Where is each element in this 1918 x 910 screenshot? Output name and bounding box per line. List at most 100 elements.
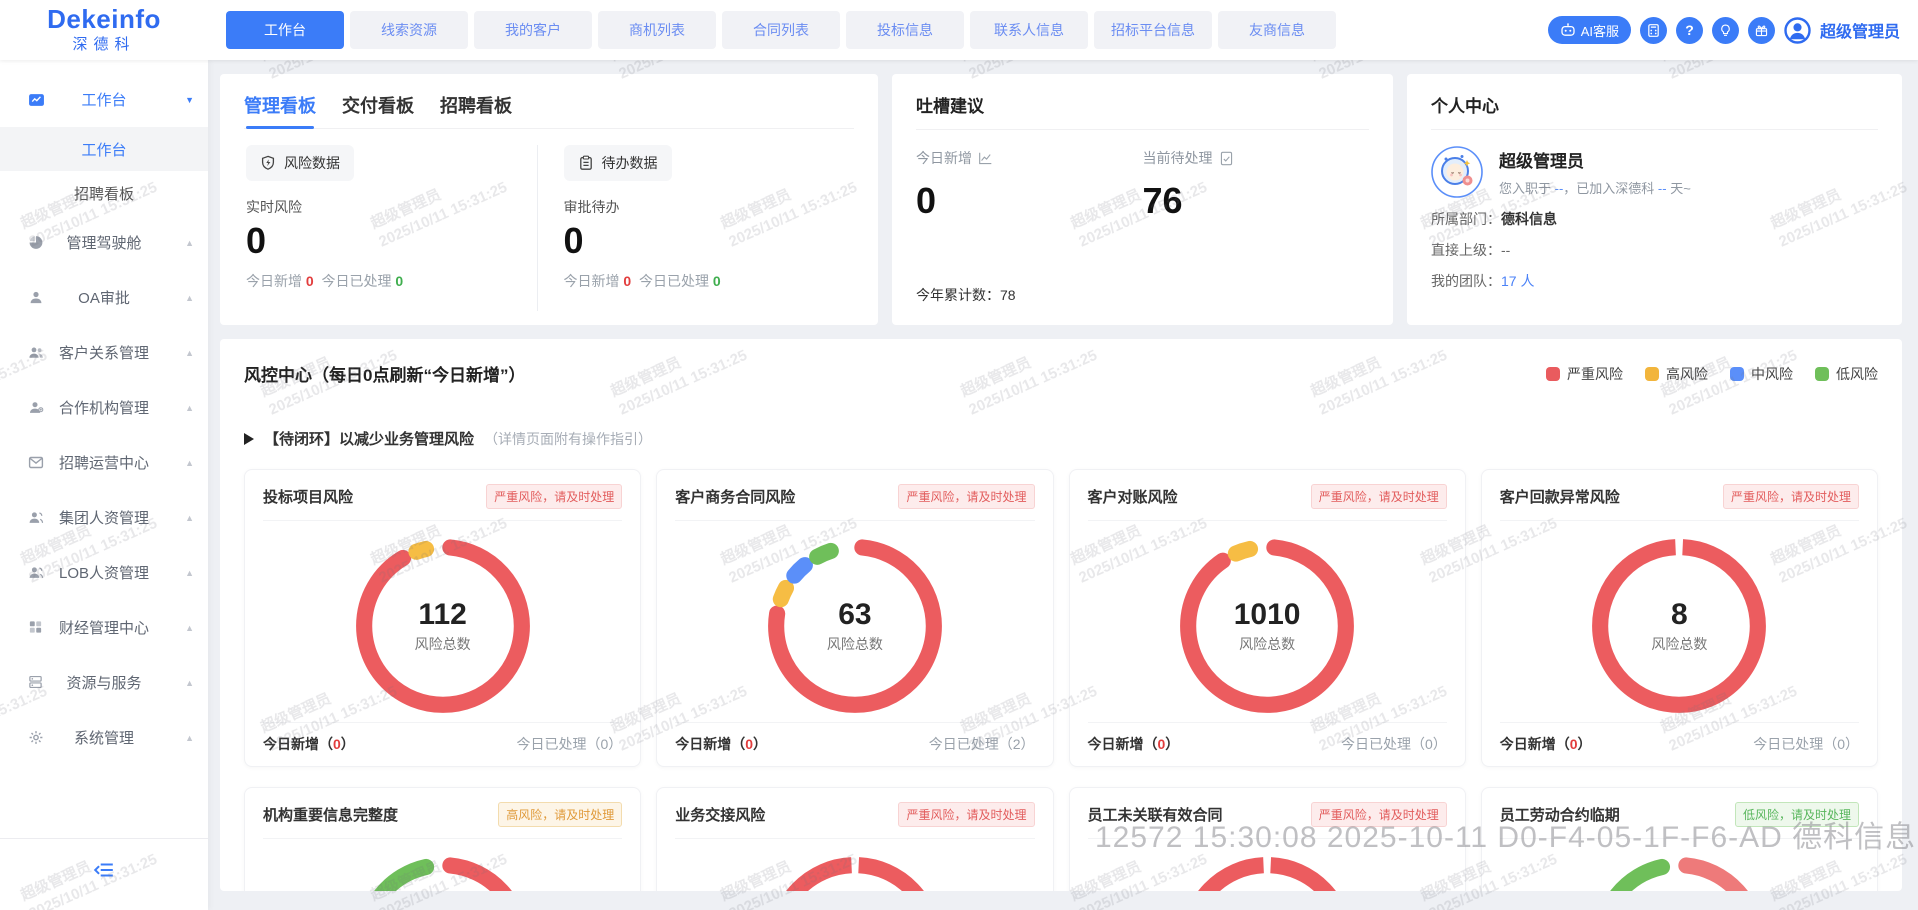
sidebar-group-label: 客户关系管理 [58, 345, 149, 362]
profile-title: 个人中心 [1431, 92, 1878, 130]
risk-donut-chart [767, 857, 942, 891]
nav-tab[interactable]: 合同列表 [722, 11, 840, 49]
caret-up-icon: ▲ [185, 457, 194, 468]
sidebar-group-label: 资源与服务 [66, 675, 142, 692]
sidebar-group-OA审批[interactable]: OA审批 ▲ [0, 270, 208, 325]
nav-tab[interactable]: 招标平台信息 [1094, 11, 1212, 49]
caret-up-icon: ▲ [185, 622, 194, 633]
today-new-count: 今日新增（0） [675, 736, 768, 752]
profile-greeting: 您入职于 --，已加入深德科 -- 天~ [1499, 181, 1691, 196]
risk-card-客户对账风险[interactable]: 客户对账风险 严重风险，请及时处理 1010 风险总数 今日新增（0） 今日已处理（0） [1068, 469, 1466, 767]
nav-tab[interactable]: 友商信息 [1218, 11, 1336, 49]
app-logo[interactable]: Dekeinfo 深德科 [0, 6, 208, 54]
board-tab[interactable]: 管理看板 [244, 92, 316, 129]
today-new-value: 0 [623, 273, 632, 289]
sidebar-item-工作台[interactable]: 工作台 [0, 127, 208, 171]
risk-card-footer: 今日新增（0） 今日已处理（2） [675, 722, 1035, 754]
note-bold: 【待闭环】以减少业务管理风险 [264, 431, 475, 448]
board-tab[interactable]: 招聘看板 [440, 96, 512, 116]
nav-tab[interactable]: 投标信息 [846, 11, 964, 49]
nav-tab[interactable]: 线索资源 [350, 11, 468, 49]
risk-level-badge: 严重风险，请及时处理 [1310, 484, 1447, 509]
board-tab[interactable]: 交付看板 [342, 96, 414, 116]
sidebar-group-管理驾驶舱[interactable]: 管理驾驶舱 ▲ [0, 215, 208, 270]
shield-icon [260, 155, 276, 171]
risk-total-value: 8 [1671, 597, 1688, 631]
sidebar-group-label: 集团人资管理 [58, 510, 149, 527]
legend-item: 中风险 [1730, 364, 1793, 384]
sidebar-group-客户关系管理[interactable]: 客户关系管理 ▲ [0, 325, 208, 380]
sidebar-group-资源与服务[interactable]: 资源与服务 ▲ [0, 655, 208, 710]
nav-tab[interactable]: 联系人信息 [970, 11, 1088, 49]
today-new-count: 今日新增（0） [1499, 736, 1592, 752]
team-label: 我的团队： [1431, 273, 1501, 289]
legend-color-swatch [1815, 366, 1829, 381]
risk-card-投标项目风险[interactable]: 投标项目风险 严重风险，请及时处理 112 风险总数 今日新增（0） 今日已处理（0） [244, 469, 642, 767]
profile-department-row: 所属部门：德科信息 [1431, 209, 1878, 229]
nav-tab[interactable]: 工作台 [226, 11, 344, 49]
sidebar-group-招聘运营中心[interactable]: 招聘运营中心 ▲ [0, 435, 208, 490]
risk-card-header: 机构重要信息完整度 高风险，请及时处理 [263, 802, 623, 839]
sidebar-group-系统管理[interactable]: 系统管理 ▲ [0, 710, 208, 765]
sidebar-group-工作台[interactable]: 工作台 ▼ [0, 72, 208, 127]
risk-level-badge: 高风险，请及时处理 [498, 802, 623, 827]
main-content: 管理看板 交付看板 招聘看板 风险数据 实时风险 0 今日新增 [208, 60, 1918, 910]
risk-card-客户回款异常风险[interactable]: 客户回款异常风险 严重风险，请及时处理 8 风险总数 今日新增（0） 今日已处理（0） [1480, 469, 1878, 767]
risk-level-badge: 严重风险，请及时处理 [898, 802, 1035, 827]
risk-card-员工劳动合约临期[interactable]: 员工劳动合约临期 低风险，请及时处理 [1480, 787, 1878, 891]
sidebar-group-LOB人资管理[interactable]: LOB人资管理 ▲ [0, 545, 208, 600]
sidebar-group-label: 合作机构管理 [58, 400, 149, 417]
risk-donut-chart [1592, 539, 1767, 713]
risk-donut: 1010 风险总数 [1172, 531, 1362, 721]
caret-up-icon: ▲ [185, 237, 194, 248]
board-tabs: 管理看板 交付看板 招聘看板 [244, 92, 854, 129]
ai-service-button[interactable]: AI客服 [1547, 16, 1631, 44]
sidebar-menu: 工作台 ▼ 工作台 招聘看板 管理驾驶舱 ▲ OA审批 ▲ 客户关系管理 ▲ 合作机构管理 ▲ 招聘运营… [0, 72, 208, 765]
sidebar-item-招聘看板[interactable]: 招聘看板 [0, 171, 208, 215]
server-icon [28, 674, 45, 691]
nav-tab[interactable]: 我的客户 [474, 11, 592, 49]
sidebar-group-集团人资管理[interactable]: 集团人资管理 ▲ [0, 490, 208, 545]
sidebar-group-财经管理中心[interactable]: 财经管理中心 ▲ [0, 600, 208, 655]
risk-card-业务交接风险[interactable]: 业务交接风险 严重风险，请及时处理 [656, 787, 1054, 891]
nav-tab[interactable]: 商机列表 [598, 11, 716, 49]
caret-up-icon: ▲ [185, 677, 194, 688]
sidebar-group-合作机构管理[interactable]: 合作机构管理 ▲ [0, 380, 208, 435]
profile-supervisor-row: 直接上级：-- [1431, 240, 1878, 260]
calculator-icon[interactable] [1639, 16, 1667, 44]
risk-card-员工未关联有效合同[interactable]: 员工未关联有效合同 严重风险，请及时处理 [1068, 787, 1466, 891]
feedback-total-value: 78 [1000, 287, 1016, 303]
help-icon[interactable]: ? [1675, 16, 1703, 44]
sidebar-group-label: 管理驾驶舱 [66, 235, 142, 252]
user-avatar-icon[interactable] [1784, 16, 1811, 44]
sidebar-group-label: 工作台 [81, 92, 127, 109]
risk-card-header: 业务交接风险 严重风险，请及时处理 [675, 802, 1035, 839]
profile-avatar[interactable] [1431, 146, 1483, 198]
risk-donut-chart [767, 539, 942, 713]
risk-card-title: 员工劳动合约临期 [1499, 807, 1620, 824]
risk-cards-row1: 投标项目风险 严重风险，请及时处理 112 风险总数 今日新增（0） 今日已处理（0） 客户… [244, 469, 1878, 767]
sidebar-collapse-button[interactable] [0, 838, 208, 910]
risk-total-label: 风险总数 [826, 635, 883, 652]
gift-icon[interactable] [1747, 16, 1775, 44]
risk-donut [1172, 849, 1362, 891]
user-name[interactable]: 超级管理员 [1819, 24, 1900, 41]
risk-level-badge: 严重风险，请及时处理 [1722, 484, 1859, 509]
risk-card-客户商务合同风险[interactable]: 客户商务合同风险 严重风险，请及时处理 63 风险总数 今日新增（0） 今日已处理（2） [656, 469, 1054, 767]
risk-card-footer: 今日新增（0） 今日已处理（0） [263, 722, 623, 754]
grid-icon [28, 619, 45, 636]
lightbulb-icon[interactable] [1711, 16, 1739, 44]
top-row: 管理看板 交付看板 招聘看板 风险数据 实时风险 0 今日新增 [220, 74, 1902, 325]
legend-color-swatch [1645, 366, 1659, 381]
today-done-value: 0 [712, 273, 721, 289]
team-link[interactable]: 17 人 [1501, 273, 1535, 289]
risk-card-title: 客户商务合同风险 [675, 489, 796, 506]
risk-center-note[interactable]: 【待闭环】以减少业务管理风险 （详情页面附有操作指引） [244, 428, 1878, 449]
today-done-count: 今日已处理（0） [516, 736, 623, 752]
risk-donut [348, 849, 538, 891]
risk-card-机构重要信息完整度[interactable]: 机构重要信息完整度 高风险，请及时处理 [244, 787, 642, 891]
feedback-pending: 当前待处理 76 [1143, 148, 1370, 222]
risk-card-footer: 今日新增（0） 今日已处理（0） [1087, 722, 1447, 754]
document-check-icon [1219, 151, 1234, 166]
risk-donut: 63 风险总数 [760, 531, 950, 721]
